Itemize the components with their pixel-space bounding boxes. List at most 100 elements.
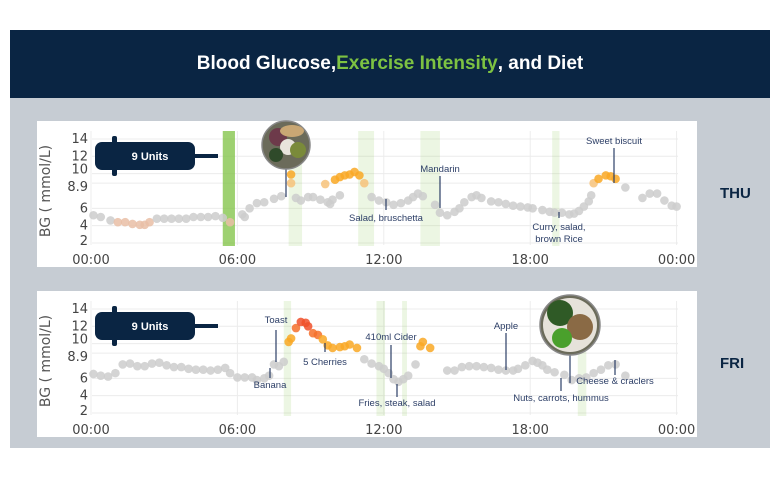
chart-title: Blood Glucose, Exercise Intensity, and D…: [10, 30, 770, 98]
glucose-point: [594, 174, 603, 184]
y-tick-label: 14: [71, 302, 88, 317]
glucose-point: [328, 195, 337, 204]
meal-label: Fries, steak, salad: [358, 398, 435, 409]
glucose-point: [279, 357, 289, 367]
meal-label: Salad, bruschetta: [349, 213, 424, 224]
meal-photo-meat: [567, 314, 593, 340]
glucose-point: [191, 365, 201, 374]
syringe-icon: [95, 142, 195, 170]
x-tick-label: 06:00: [219, 423, 256, 438]
y-tick-label: 2: [80, 234, 88, 249]
glucose-point: [264, 371, 274, 381]
glucose-point: [486, 197, 496, 206]
meal-photo-avocado: [290, 142, 306, 158]
meal-label: Sweet biscuit: [586, 136, 642, 147]
glucose-point: [501, 199, 511, 209]
meal-label: Apple: [494, 321, 518, 332]
meal-label: Cheese & craclers: [576, 376, 654, 387]
glucose-point: [286, 334, 296, 343]
meal-label: Banana: [254, 380, 287, 391]
glucose-point: [418, 191, 428, 201]
meal-label: Toast: [265, 315, 288, 326]
glucose-point: [460, 197, 469, 207]
glucose-point: [89, 210, 98, 220]
glucose-point: [425, 343, 435, 353]
meal-label: Curry, salad,: [532, 222, 585, 233]
x-tick-label: 18:00: [511, 423, 548, 438]
glucose-point: [450, 366, 459, 375]
y-tick-label: 6: [80, 201, 88, 216]
glucose-point: [206, 366, 215, 375]
glucose-point: [318, 335, 328, 344]
glucose-point: [442, 366, 452, 375]
insulin-dose-label: 9 Units: [132, 321, 169, 333]
y-axis-label: BG ( mmol/L): [38, 315, 54, 407]
glucose-point: [430, 200, 440, 210]
glucose-point: [621, 371, 630, 381]
glucose-point: [203, 212, 213, 222]
glucose-point: [574, 374, 584, 383]
glucose-point: [359, 354, 369, 364]
title-highlight: Exercise Intensity: [336, 53, 498, 74]
meal-photo-peas: [552, 328, 572, 348]
day-label-fri: FRI: [720, 355, 745, 372]
glucose-point: [611, 174, 620, 184]
meal-label: 5 Cherries: [303, 357, 347, 368]
glucose-point: [494, 197, 503, 207]
glucose-point: [96, 212, 106, 222]
glucose-point: [603, 361, 613, 370]
day-label-thu: THU: [720, 185, 751, 202]
glucose-point: [96, 371, 106, 381]
glucose-point: [652, 189, 662, 198]
glucose-point: [184, 364, 193, 374]
syringe-icon-needle: [190, 154, 218, 158]
glucose-point: [245, 204, 254, 213]
x-tick-label: 00:00: [72, 253, 109, 268]
glucose-point: [472, 361, 481, 371]
glucose-point: [672, 202, 681, 211]
glucose-point: [586, 191, 596, 200]
glucose-point: [211, 211, 220, 221]
glucose-point: [252, 198, 262, 208]
y-tick-label: 10: [71, 333, 88, 348]
glucose-point: [147, 359, 157, 368]
glucose-point: [155, 358, 164, 368]
exercise-band: [358, 131, 375, 246]
glucose-point: [501, 366, 511, 375]
glucose-point: [435, 208, 445, 217]
glucose-point: [296, 196, 306, 205]
glucose-point: [152, 214, 162, 224]
y-tick-label: 2: [80, 404, 88, 419]
glucose-point: [367, 192, 376, 202]
exercise-band: [420, 131, 440, 246]
glucose-point: [645, 189, 655, 198]
glucose-point: [442, 210, 452, 220]
syringe-icon-needle: [190, 324, 218, 328]
exercise-band: [283, 301, 292, 416]
glucose-point: [513, 364, 523, 374]
glucose-point: [225, 217, 235, 227]
glucose-point: [240, 373, 250, 382]
exercise-band: [402, 301, 407, 416]
glucose-point: [113, 217, 123, 227]
y-tick-label: 8.9: [67, 350, 88, 365]
glucose-point: [367, 359, 376, 368]
x-tick-label: 12:00: [365, 253, 402, 268]
glucose-point: [181, 214, 191, 224]
syringe-icon-flange: [112, 306, 117, 346]
x-tick-label: 00:00: [658, 253, 695, 268]
glucose-point: [508, 201, 518, 211]
glucose-point: [291, 323, 301, 333]
exercise-band: [577, 301, 587, 416]
glucose-point: [542, 365, 552, 374]
glucose-point: [638, 193, 647, 203]
glucose-point: [352, 343, 362, 353]
glucose-point: [111, 368, 120, 378]
glucose-point: [550, 208, 559, 217]
insulin-dose-label: 9 Units: [132, 151, 169, 163]
y-tick-label: 4: [80, 219, 88, 234]
glucose-point: [89, 369, 98, 379]
meal-label: 410ml Cider: [365, 332, 416, 343]
glucose-point: [286, 178, 296, 188]
